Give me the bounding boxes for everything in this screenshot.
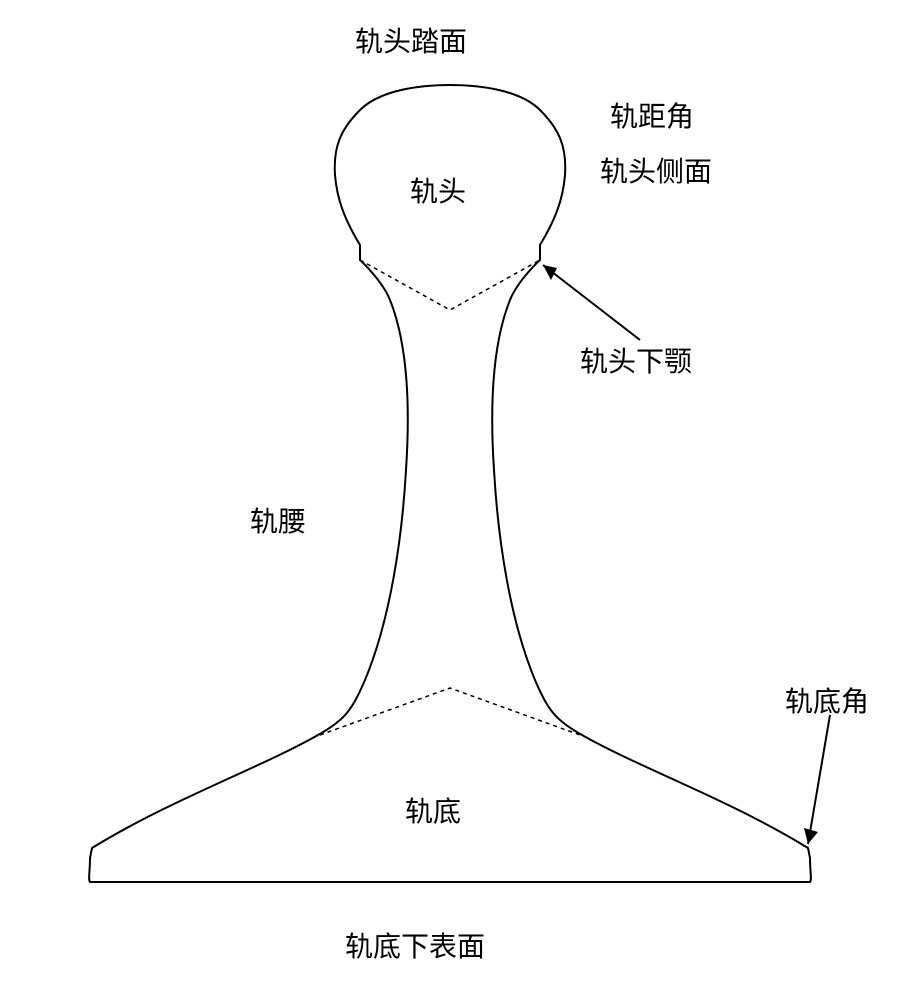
label-base: 轨底	[405, 790, 461, 830]
label-base-bottom: 轨底下表面	[345, 925, 485, 965]
arrow-base-corner-line	[808, 715, 830, 844]
arrow-head-jaw-line	[543, 265, 640, 340]
label-head-tread: 轨头踏面	[355, 20, 467, 60]
rail-diagram	[0, 0, 899, 989]
label-head: 轨头	[410, 170, 466, 210]
arrow-base-corner-tip	[804, 828, 818, 844]
label-head-jaw: 轨头下颚	[580, 340, 692, 380]
head-jaw-dashed	[360, 260, 540, 310]
label-web: 轨腰	[250, 500, 306, 540]
arrow-head-jaw-tip	[543, 265, 557, 280]
label-base-corner: 轨底角	[785, 680, 869, 720]
label-head-side: 轨头侧面	[600, 150, 712, 190]
label-gauge-corner: 轨距角	[610, 95, 694, 135]
